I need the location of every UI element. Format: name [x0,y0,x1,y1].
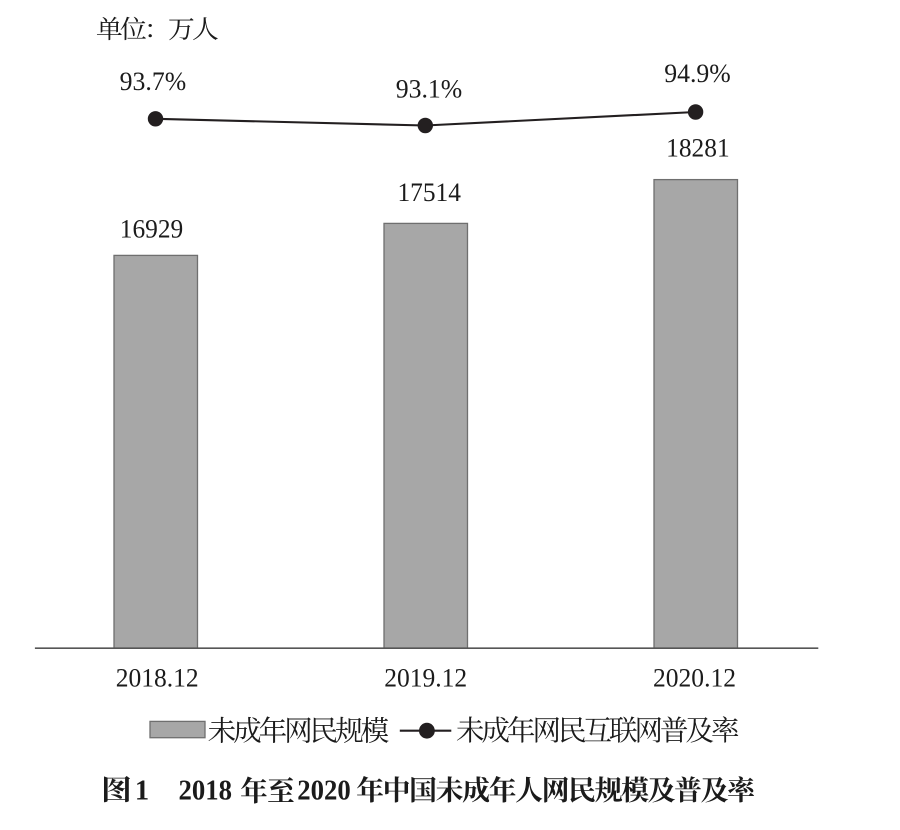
svg-text:1: 1 [135,776,149,807]
svg-text:94.9%: 94.9% [664,58,731,88]
svg-text:2020.12: 2020.12 [653,663,736,692]
svg-text:17514: 17514 [397,177,461,207]
svg-text:93.1%: 93.1% [396,74,463,104]
svg-text:2018.12: 2018.12 [116,664,199,693]
svg-text:18281: 18281 [666,133,730,163]
svg-text:2018: 2018 [178,776,232,807]
svg-text:93.7%: 93.7% [120,66,187,96]
svg-text:16929: 16929 [120,214,184,244]
svg-text:2020: 2020 [297,776,351,807]
svg-text:2019.12: 2019.12 [384,663,467,692]
